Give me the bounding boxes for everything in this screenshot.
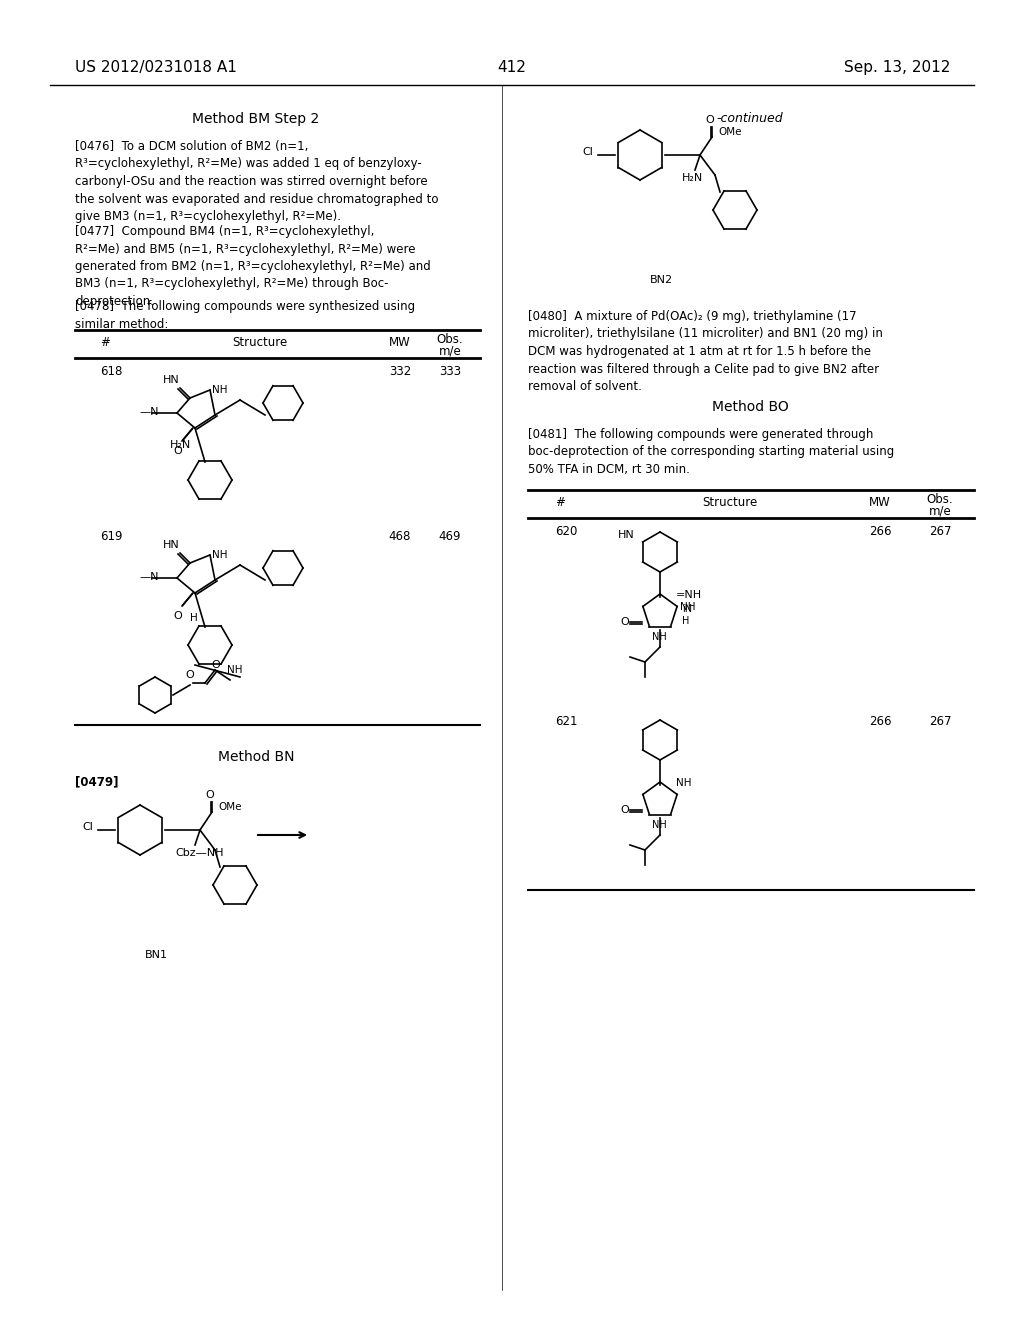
Text: H: H: [190, 612, 198, 623]
Text: 412: 412: [498, 59, 526, 75]
Text: Cl: Cl: [582, 147, 593, 157]
Text: NH: NH: [652, 632, 667, 642]
Text: OMe: OMe: [218, 803, 242, 812]
Text: O: O: [705, 115, 714, 125]
Text: —N: —N: [139, 572, 159, 582]
Text: Structure: Structure: [232, 337, 288, 348]
Text: Method BM Step 2: Method BM Step 2: [193, 112, 319, 125]
Text: NH: NH: [676, 777, 691, 788]
Text: Cbz—NH: Cbz—NH: [175, 847, 223, 858]
Text: O: O: [205, 789, 214, 800]
Text: 332: 332: [389, 366, 411, 378]
Text: Sep. 13, 2012: Sep. 13, 2012: [844, 59, 950, 75]
Text: H₂N: H₂N: [682, 173, 703, 183]
Text: Method BN: Method BN: [218, 750, 294, 764]
Text: 333: 333: [439, 366, 461, 378]
Text: iN
H: iN H: [682, 605, 692, 626]
Text: BN1: BN1: [145, 950, 168, 960]
Text: 618: 618: [100, 366, 123, 378]
Text: Method BO: Method BO: [712, 400, 788, 414]
Text: =NH: =NH: [676, 590, 702, 601]
Text: [0479]: [0479]: [75, 775, 119, 788]
Text: MW: MW: [869, 496, 891, 510]
Text: NH: NH: [680, 602, 695, 612]
Text: NH: NH: [652, 820, 667, 830]
Text: O: O: [620, 616, 629, 627]
Text: [0480]  A mixture of Pd(OAc)₂ (9 mg), triethylamine (17
microliter), triethylsil: [0480] A mixture of Pd(OAc)₂ (9 mg), tri…: [528, 310, 883, 393]
Text: O: O: [211, 660, 220, 671]
Text: 266: 266: [868, 715, 891, 729]
Text: 619: 619: [100, 531, 123, 543]
Text: OMe: OMe: [718, 127, 741, 137]
Text: 267: 267: [929, 715, 951, 729]
Text: HN: HN: [163, 540, 180, 550]
Text: [0476]  To a DCM solution of BM2 (n=1,
R³=cyclohexylethyl, R²=Me) was added 1 eq: [0476] To a DCM solution of BM2 (n=1, R³…: [75, 140, 438, 223]
Text: 266: 266: [868, 525, 891, 539]
Text: 621: 621: [555, 715, 578, 729]
Text: [0481]  The following compounds were generated through
boc-deprotection of the c: [0481] The following compounds were gene…: [528, 428, 894, 477]
Text: 469: 469: [438, 531, 461, 543]
Text: NH: NH: [212, 550, 227, 560]
Text: #: #: [555, 496, 565, 510]
Text: O: O: [173, 611, 181, 620]
Text: —N: —N: [139, 407, 159, 417]
Text: 620: 620: [555, 525, 578, 539]
Text: O: O: [620, 805, 629, 814]
Text: Cl: Cl: [82, 822, 93, 832]
Text: m/e: m/e: [438, 345, 462, 356]
Text: NH: NH: [212, 385, 227, 395]
Text: -continued: -continued: [717, 112, 783, 125]
Text: O: O: [173, 446, 181, 455]
Text: [0477]  Compound BM4 (n=1, R³=cyclohexylethyl,
R²=Me) and BM5 (n=1, R³=cyclohexy: [0477] Compound BM4 (n=1, R³=cyclohexyle…: [75, 224, 431, 308]
Text: MW: MW: [389, 337, 411, 348]
Text: NH: NH: [227, 665, 243, 675]
Text: [0478]  The following compounds were synthesized using
similar method:: [0478] The following compounds were synt…: [75, 300, 415, 330]
Text: 468: 468: [389, 531, 412, 543]
Text: US 2012/0231018 A1: US 2012/0231018 A1: [75, 59, 237, 75]
Text: O: O: [185, 671, 194, 680]
Text: Structure: Structure: [702, 496, 758, 510]
Text: BN2: BN2: [650, 275, 673, 285]
Text: HN: HN: [163, 375, 180, 385]
Text: H₂N: H₂N: [170, 440, 191, 450]
Text: HN: HN: [618, 531, 635, 540]
Text: #: #: [100, 337, 110, 348]
Text: Obs.: Obs.: [436, 333, 463, 346]
Text: 267: 267: [929, 525, 951, 539]
Text: Obs.: Obs.: [927, 492, 953, 506]
Text: m/e: m/e: [929, 504, 951, 517]
